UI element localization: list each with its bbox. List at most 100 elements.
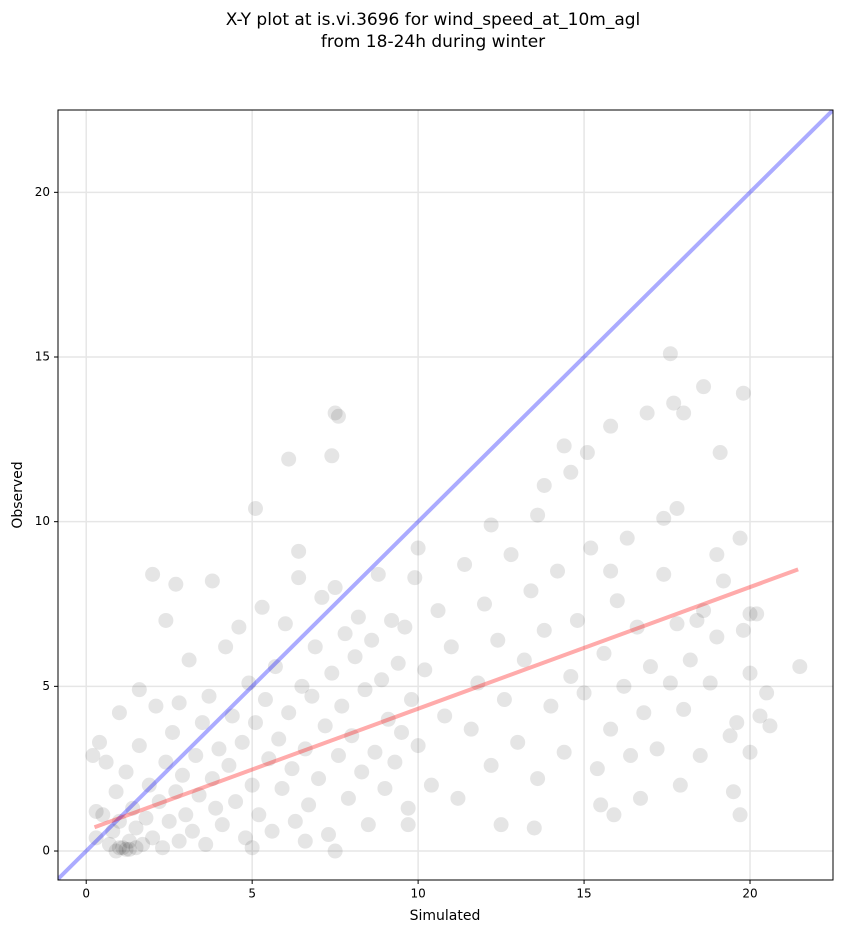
point [327, 580, 343, 596]
fit-line [58, 110, 833, 880]
point [214, 817, 230, 833]
point [324, 665, 340, 681]
point [493, 817, 509, 833]
x-tick-label: 20 [742, 887, 757, 901]
point [274, 780, 290, 796]
point [676, 405, 692, 421]
point [632, 790, 648, 806]
point [201, 688, 217, 704]
point [257, 692, 273, 708]
point [669, 501, 685, 517]
point [264, 823, 280, 839]
point [609, 593, 625, 609]
point [374, 672, 390, 688]
point [702, 675, 718, 691]
point [563, 668, 579, 684]
point [752, 708, 768, 724]
point [443, 639, 459, 655]
point [191, 787, 207, 803]
point [457, 556, 473, 572]
point [662, 675, 678, 691]
point [138, 810, 154, 826]
point [291, 570, 307, 586]
point [330, 408, 346, 424]
point [397, 619, 413, 635]
point [224, 708, 240, 724]
point [656, 566, 672, 582]
y-tick-label: 15 [35, 350, 50, 364]
point [204, 771, 220, 787]
point [145, 830, 161, 846]
point [287, 813, 303, 829]
point [301, 797, 317, 813]
point [712, 445, 728, 461]
point [294, 678, 310, 694]
point [105, 823, 121, 839]
point [400, 800, 416, 816]
point [228, 794, 244, 810]
point [244, 777, 260, 793]
point [483, 517, 499, 533]
point [158, 612, 174, 628]
point [234, 734, 250, 750]
point [569, 612, 585, 628]
point [410, 540, 426, 556]
point [184, 823, 200, 839]
point [357, 682, 373, 698]
point [662, 346, 678, 362]
x-tick-label: 5 [248, 887, 256, 901]
point [261, 751, 277, 767]
point [108, 843, 124, 859]
point [636, 705, 652, 721]
point [603, 721, 619, 737]
point [556, 438, 572, 454]
point [370, 566, 386, 582]
point [158, 754, 174, 770]
point [344, 728, 360, 744]
point [390, 655, 406, 671]
point [642, 659, 658, 675]
point [696, 603, 712, 619]
point [221, 757, 237, 773]
point [407, 570, 423, 586]
point [696, 379, 712, 395]
point [330, 748, 346, 764]
point [238, 830, 254, 846]
point [317, 718, 333, 734]
point [340, 790, 356, 806]
point [589, 761, 605, 777]
point [387, 754, 403, 770]
plot-area [58, 110, 833, 880]
point [749, 606, 765, 622]
point [128, 840, 144, 856]
point [198, 836, 214, 852]
point [692, 748, 708, 764]
point [135, 836, 151, 852]
point [639, 405, 655, 421]
point [510, 734, 526, 750]
point [111, 813, 127, 829]
point [536, 622, 552, 638]
point [530, 771, 546, 787]
point [380, 711, 396, 727]
point [121, 833, 137, 849]
point [281, 705, 297, 721]
point [85, 748, 101, 764]
point [267, 659, 283, 675]
point [430, 603, 446, 619]
chart-title: from 18-24h during winter [321, 32, 545, 52]
point [596, 645, 612, 661]
point [171, 833, 187, 849]
point [384, 612, 400, 628]
point [732, 530, 748, 546]
point [576, 685, 592, 701]
point [400, 817, 416, 833]
point [181, 652, 197, 668]
point [174, 767, 190, 783]
point [88, 803, 104, 819]
x-tick-label: 10 [410, 887, 425, 901]
point [131, 682, 147, 698]
point [251, 807, 267, 823]
point [168, 576, 184, 592]
point [593, 797, 609, 813]
